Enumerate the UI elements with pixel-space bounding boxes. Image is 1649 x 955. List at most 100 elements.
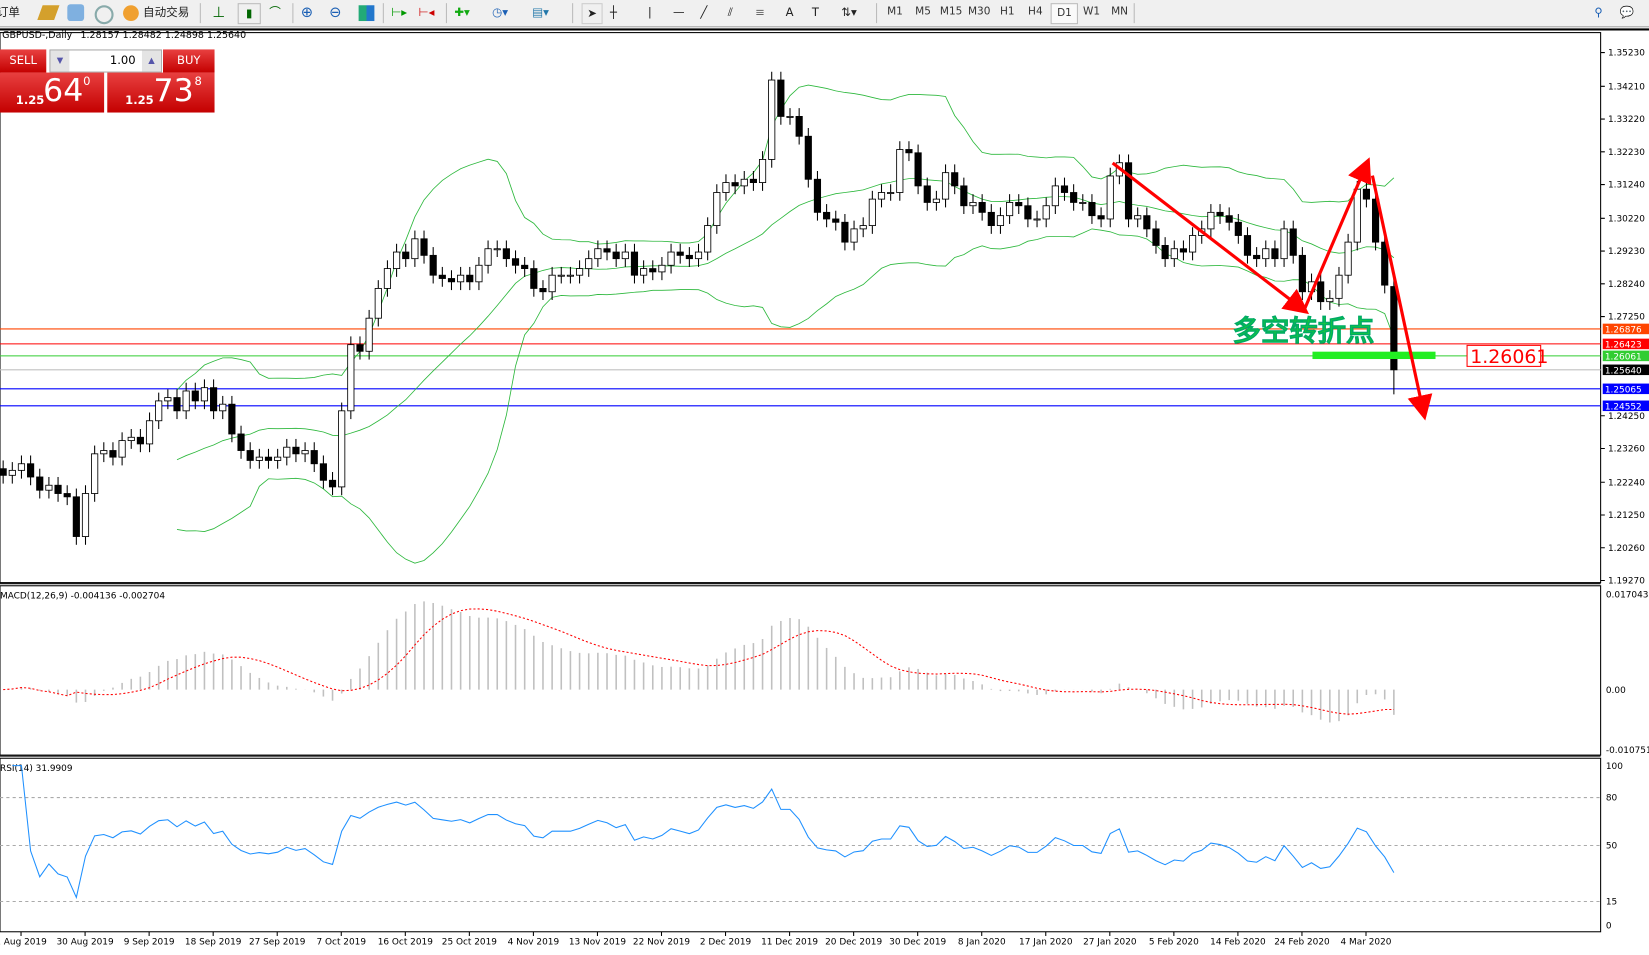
candle-body <box>374 288 382 319</box>
candle-body <box>575 268 584 276</box>
price-tick-label: 1.24250 <box>1608 412 1645 422</box>
vertical-line-icon[interactable]: | <box>647 5 652 19</box>
autoscroll-icon[interactable]: ⊢▸ <box>391 5 408 19</box>
sell-price-button[interactable]: 1.25 64 0 <box>0 72 105 113</box>
zoom-in-icon[interactable]: ⊕ <box>300 4 314 22</box>
auto-trading-button[interactable]: 自动交易 <box>143 5 190 19</box>
price-tick-label: 1.28240 <box>1608 280 1645 290</box>
candle-body <box>713 192 721 227</box>
tile-windows-icon[interactable] <box>358 5 375 22</box>
candle-body <box>1015 202 1023 207</box>
candle-body <box>685 254 693 260</box>
candle-body <box>1179 248 1188 253</box>
candle-body <box>72 496 80 537</box>
candle-body <box>951 172 959 187</box>
candle-body <box>1289 228 1297 256</box>
zoom-out-icon[interactable]: ⊖ <box>329 4 342 22</box>
periods-icon[interactable]: ◷▾ <box>492 5 509 19</box>
date-tick-label: 2 Dec 2019 <box>700 937 752 947</box>
bar-chart-icon[interactable]: ⊥ <box>212 4 226 22</box>
candle-body <box>1234 221 1242 236</box>
date-tick-label: 27 Jan 2020 <box>1083 937 1137 947</box>
date-tick-label: 14 Feb 2020 <box>1210 937 1266 947</box>
candle-body <box>630 251 639 276</box>
candle-body <box>521 264 529 270</box>
crosshair-icon[interactable]: ┼ <box>609 5 617 19</box>
timeframe-h4[interactable]: H4 <box>1028 6 1043 18</box>
buy-price-button[interactable]: 1.25 73 8 <box>107 72 215 113</box>
auto-trading-icon[interactable] <box>123 5 139 22</box>
buy-button[interactable]: BUY <box>163 49 215 73</box>
chart-shift-icon[interactable]: ⊢◂ <box>418 5 435 19</box>
candle-body <box>347 344 355 412</box>
horizontal-line-icon[interactable]: — <box>673 5 685 19</box>
timeframe-d1[interactable]: D1 <box>1050 3 1079 25</box>
level-price-tag <box>1602 400 1649 412</box>
candle-body <box>228 403 236 435</box>
candle-body <box>749 178 757 184</box>
date-tick-label: 4 Nov 2019 <box>508 937 560 947</box>
level-price-label: 1.26423 <box>1605 341 1642 351</box>
candle-body <box>1097 215 1105 220</box>
text-label-icon[interactable]: T <box>811 5 819 19</box>
candle-body <box>640 268 648 276</box>
signals-icon[interactable] <box>94 5 114 25</box>
new-order-button[interactable]: 新订单 <box>0 5 20 19</box>
candle-body <box>493 248 501 251</box>
level-price-label: 1.26061 <box>1605 353 1642 363</box>
equidistant-channel-icon[interactable]: ⫽ <box>727 5 733 19</box>
candle-body <box>383 268 392 289</box>
candle-body <box>1207 211 1215 230</box>
candlestick-icon[interactable]: ▮ <box>237 3 261 25</box>
date-tick-label: 24 Feb 2020 <box>1274 937 1330 947</box>
candle-body <box>585 258 593 270</box>
indicators-icon[interactable]: ✚▾ <box>454 5 470 19</box>
candle-body <box>1344 241 1352 276</box>
cursor-icon[interactable]: ➤ <box>581 3 603 25</box>
candle-body <box>420 238 428 256</box>
text-icon[interactable]: A <box>785 5 794 19</box>
lot-increase-button[interactable]: ▲ <box>141 50 161 72</box>
price-tick-label: 1.31240 <box>1608 181 1645 191</box>
trendline-icon[interactable]: ╱ <box>700 5 708 19</box>
timeframe-m1[interactable]: M1 <box>887 6 903 18</box>
search-icon[interactable]: ⚲ <box>1594 5 1603 19</box>
candle-body <box>731 182 739 187</box>
date-tick-label: 25 Oct 2019 <box>442 937 497 947</box>
candle-body <box>191 390 199 402</box>
candle-body <box>832 218 840 223</box>
candle-body <box>612 251 620 260</box>
candle-body <box>1152 228 1160 246</box>
fibonacci-icon[interactable]: ≡ <box>755 5 765 19</box>
candle-body <box>1161 245 1169 260</box>
candle-body <box>1317 281 1325 303</box>
templates-icon[interactable]: ▤▾ <box>532 5 549 19</box>
rsi-tick-label: 80 <box>1606 794 1618 804</box>
candle-body <box>978 202 986 213</box>
line-chart-icon[interactable]: ⌒ <box>269 5 281 19</box>
candle-body <box>219 403 227 412</box>
chat-icon[interactable]: 💬 <box>1619 5 1634 19</box>
timeframe-m30[interactable]: M30 <box>967 6 991 18</box>
one-click-trading-panel: SELL ▼ 1.00 ▲ BUY 1.25 64 0 1.25 73 8 <box>0 48 216 113</box>
timeframe-w1[interactable]: W1 <box>1082 6 1101 18</box>
chart-canvas[interactable]: 1.35230 1.34210 1.33220 1.32230 1.31240 1.302… <box>0 30 1649 954</box>
timeframe-m15[interactable]: M15 <box>939 6 963 18</box>
candle-body <box>1143 215 1151 230</box>
arrows-icon[interactable]: ⇅▾ <box>841 5 857 19</box>
chart-window[interactable]: 1.35230 1.34210 1.33220 1.32230 1.31240 1.302… <box>0 28 1649 955</box>
timeframe-mn[interactable]: MN <box>1111 6 1129 18</box>
timeframe-h1[interactable]: H1 <box>999 6 1015 18</box>
candle-body <box>704 225 712 253</box>
sell-button[interactable]: SELL <box>0 49 47 73</box>
level-price-tag <box>1602 350 1649 362</box>
timeframe-m5[interactable]: M5 <box>915 6 931 18</box>
candle-body <box>804 135 812 180</box>
candle-body <box>1051 185 1059 207</box>
candle-body <box>758 159 767 184</box>
lot-size-input[interactable]: 1.00 <box>109 53 136 68</box>
lot-decrease-button[interactable]: ▼ <box>50 50 70 72</box>
expert-icon[interactable] <box>37 5 60 20</box>
data-window-icon[interactable] <box>67 4 85 22</box>
